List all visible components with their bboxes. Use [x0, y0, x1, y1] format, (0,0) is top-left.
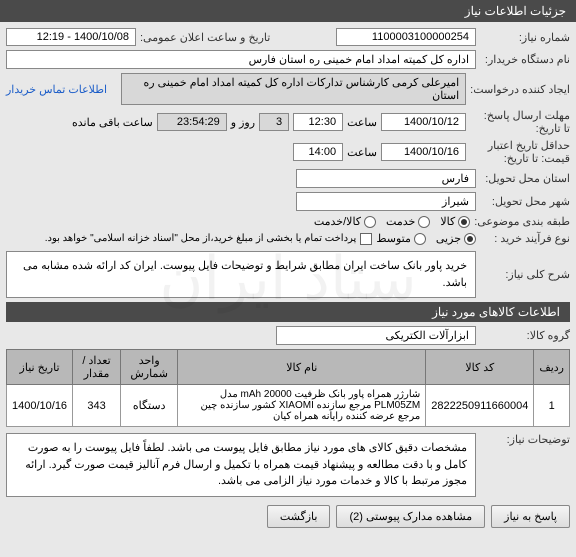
table-header: واحد شمارش	[121, 350, 178, 385]
remaining-time: 23:54:29	[157, 113, 227, 131]
radio-goods[interactable]	[458, 216, 470, 228]
deadline-label: مهلت ارسال پاسخ:تا تاریخ:	[470, 109, 570, 135]
buyer-field: اداره کل کمیته امداد امام خمینی ره استان…	[6, 50, 476, 69]
table-cell: 1400/10/16	[7, 385, 73, 427]
time-label: ساعت	[347, 116, 377, 129]
creator-label: ایجاد کننده درخواست:	[470, 83, 570, 96]
attachments-button[interactable]: مشاهده مدارک پیوستی (2)	[336, 505, 485, 528]
group-field: ابزارآلات الکتریکی	[276, 326, 476, 345]
table-cell: شارژر همراه پاور بانک ظرفیت 20000 mAh مد…	[178, 385, 426, 427]
category-radio-group: کالا خدمت کالا/خدمت	[314, 215, 470, 228]
city-field: شیراز	[296, 192, 476, 211]
buyer-label: نام دستگاه خریدار:	[480, 53, 570, 66]
summary-label: شرح کلی نیاز:	[480, 268, 570, 281]
buytype-label: نوع فرآیند خرید :	[480, 232, 570, 245]
payment-note: پرداخت تمام یا بخشی از مبلغ خرید،از محل …	[45, 233, 357, 244]
radio-both[interactable]	[364, 216, 376, 228]
reply-button[interactable]: پاسخ به نیاز	[491, 505, 570, 528]
radio-partial[interactable]	[464, 233, 476, 245]
table-header: تاریخ نیاز	[7, 350, 73, 385]
category-label: طبقه بندی موضوعی:	[474, 215, 570, 228]
deadline-date: 1400/10/12	[381, 113, 466, 131]
days-field: 3	[259, 113, 289, 131]
province-label: استان محل تحویل:	[480, 172, 570, 185]
content-area: شماره نیاز: 1100003100000254 تاریخ و ساع…	[0, 22, 576, 534]
validity-time: 14:00	[293, 143, 343, 161]
radio-service[interactable]	[418, 216, 430, 228]
table-cell: 343	[73, 385, 121, 427]
contact-link[interactable]: اطلاعات تماس خریدار	[6, 83, 107, 96]
payment-checkbox[interactable]	[360, 233, 372, 245]
announce-label: تاریخ و ساعت اعلان عمومی:	[140, 31, 270, 44]
province-field: فارس	[296, 169, 476, 188]
radio-medium[interactable]	[414, 233, 426, 245]
days-label: روز و	[231, 116, 255, 129]
summary-box: خرید پاور بانک ساخت ایران مطابق شرایط و …	[6, 251, 476, 298]
table-cell: 2822250911660004	[426, 385, 534, 427]
button-row: پاسخ به نیاز مشاهده مدارک پیوستی (2) باز…	[6, 505, 570, 528]
validity-date: 1400/10/16	[381, 143, 466, 161]
notes-box: مشخصات دقیق کالای های مورد نیاز مطابق فا…	[6, 433, 476, 497]
back-button[interactable]: بازگشت	[267, 505, 331, 528]
validity-label: حداقل تاریخ اعتبارقیمت: تا تاریخ:	[470, 139, 570, 165]
notes-label: توضیحات نیاز:	[480, 433, 570, 446]
remaining-label: ساعت باقی مانده	[72, 116, 153, 129]
city-label: شهر محل تحویل:	[480, 195, 570, 208]
table-cell: دستگاه	[121, 385, 178, 427]
announce-field: 1400/10/08 - 12:19	[6, 28, 136, 46]
items-table: ردیفکد کالانام کالاواحد شمارشتعداد / مقد…	[6, 349, 570, 427]
group-label: گروه کالا:	[480, 329, 570, 342]
header-title: جزئیات اطلاعات نیاز	[465, 4, 566, 18]
validity-time-label: ساعت	[347, 146, 377, 159]
table-header: تعداد / مقدار	[73, 350, 121, 385]
table-cell: 1	[534, 385, 570, 427]
table-header: کد کالا	[426, 350, 534, 385]
items-header: اطلاعات کالاهای مورد نیاز	[6, 302, 570, 322]
table-header: ردیف	[534, 350, 570, 385]
buytype-radio-group: جزیی متوسط	[376, 232, 476, 245]
need-no-label: شماره نیاز:	[480, 31, 570, 44]
table-header: نام کالا	[178, 350, 426, 385]
table-row: 12822250911660004شارژر همراه پاور بانک ظ…	[7, 385, 570, 427]
need-no-field: 1100003100000254	[336, 28, 476, 46]
creator-field: امیرعلی کرمی کارشناس تدارکات اداره کل کم…	[121, 73, 466, 105]
deadline-time: 12:30	[293, 113, 343, 131]
main-header: جزئیات اطلاعات نیاز	[0, 0, 576, 22]
